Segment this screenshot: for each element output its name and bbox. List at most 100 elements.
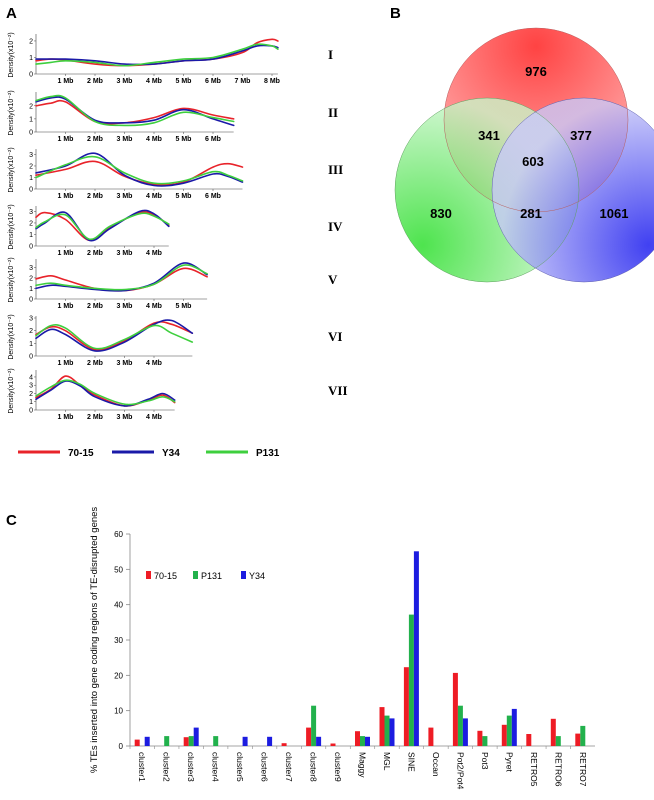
c-legend-swatch [193, 571, 198, 579]
c-legend-label: Y34 [249, 571, 265, 581]
density-line-P131 [35, 379, 176, 406]
c-category-label: RETRO5 [529, 752, 539, 787]
x-tick-label: 2 Mb [87, 414, 103, 421]
bar-cluster3-P131 [188, 736, 194, 746]
bar-Maggy-P131 [360, 736, 365, 746]
venn-set-blue [492, 98, 654, 282]
bar-cluster8-70-15 [306, 727, 312, 746]
c-category-label: Maggy [358, 752, 368, 778]
bar-Pot2/Pot4-70-15 [452, 672, 458, 746]
x-tick-label: 6 Mb [205, 78, 221, 85]
c-category-label: cluster5 [235, 752, 245, 782]
x-tick-label: 1 Mb [58, 303, 74, 310]
y-tick-label: 0 [29, 244, 33, 251]
c-y-tick-label: 30 [114, 636, 123, 645]
density-line-Y34 [35, 319, 194, 352]
bar-cluster1-Y34 [144, 736, 150, 746]
panel-b-venn-diagram: 976 341 377 603 830 281 1061 [394, 27, 654, 283]
density-line-70-15 [35, 99, 235, 125]
density-chart-chr-III: 3 2 1 0 1 Mb 2 Mb 3 Mb 4 Mb 5 Mb 6 Mb Density(x10⁻… [8, 147, 343, 200]
c-legend-swatch [146, 571, 151, 579]
density-line-70-15 [35, 321, 194, 351]
c-category-label: cluster2 [162, 752, 172, 782]
x-tick-label: 4 Mb [146, 136, 162, 143]
density-line-P131 [35, 43, 279, 67]
chromosome-label-I: I [328, 47, 333, 62]
venn-region-red-blue: 377 [570, 128, 592, 143]
density-chart-chr-I: 2 1 0 1 Mb 2 Mb 3 Mb 4 Mb 5 Mb 6 Mb 7 Mb 8 Mb Densi… [8, 32, 333, 85]
x-tick-label: 5 Mb [176, 136, 192, 143]
y-tick-label: 1 [29, 399, 33, 406]
x-tick-label: 1 Mb [58, 193, 74, 200]
chromosome-label-II: II [328, 105, 338, 120]
c-category-label: Pot3 [480, 752, 490, 770]
x-tick-label: 3 Mb [117, 78, 133, 85]
bar-RETRO6-70-15 [550, 718, 556, 746]
panel-label-a: A [6, 5, 17, 22]
x-tick-label: 8 Mb [264, 78, 280, 85]
x-tick-label: 2 Mb [87, 360, 103, 367]
y-tick-label: 2 [29, 391, 33, 398]
y-tick-label: 2 [29, 163, 33, 170]
y-tick-label: 4 [29, 374, 33, 381]
x-tick-label: 4 Mb [146, 303, 162, 310]
c-legend-item-70-15: 70-15 [146, 571, 177, 581]
x-tick-label: 4 Mb [146, 360, 162, 367]
y-tick-label: 3 [29, 265, 33, 272]
x-tick-label: 6 Mb [205, 136, 221, 143]
bar-cluster4-P131 [213, 736, 219, 746]
bar-cluster8-Y34 [316, 736, 322, 746]
density-line-70-15 [35, 267, 208, 292]
y-tick-label: 3 [29, 316, 33, 323]
chromosome-label-III: III [328, 162, 343, 177]
y-axis-label: Density(x10⁻²) [8, 368, 15, 413]
y-axis-label: Density(x10⁻²) [8, 257, 15, 302]
y-tick-label: 3 [29, 152, 33, 159]
x-tick-label: 1 Mb [58, 360, 74, 367]
y-tick-label: 1 [29, 175, 33, 182]
y-tick-label: 1 [29, 55, 33, 62]
c-legend-label: P131 [201, 571, 222, 581]
x-tick-label: 2 Mb [87, 303, 103, 310]
density-line-P131 [35, 212, 170, 241]
legend-item-70-15: 70-15 [18, 448, 94, 459]
c-y-tick-label: 60 [114, 530, 123, 539]
y-tick-label: 2 [29, 275, 33, 282]
bar-Pot3-70-15 [477, 730, 483, 746]
x-tick-label: 1 Mb [58, 136, 74, 143]
x-tick-label: 7 Mb [235, 78, 251, 85]
bar-SINE-P131 [408, 614, 414, 746]
bar-RETRO6-P131 [555, 736, 561, 746]
density-line-Y34 [35, 262, 208, 292]
x-tick-label: 2 Mb [87, 193, 103, 200]
bar-cluster7-70-15 [281, 743, 287, 746]
density-line-70-15 [35, 210, 170, 242]
y-tick-label: 0 [29, 354, 33, 361]
x-tick-label: 3 Mb [117, 193, 133, 200]
density-line-P131 [35, 155, 244, 185]
bar-cluster5-Y34 [242, 736, 248, 746]
y-tick-label: 2 [29, 328, 33, 335]
c-y-axis-label: % TEs inserted into gene coding regions … [89, 507, 100, 774]
bar-Pot3-P131 [482, 736, 488, 746]
y-tick-label: 2 [29, 38, 33, 45]
bar-Pot2/Pot4-Y34 [462, 718, 468, 746]
bar-cluster3-Y34 [193, 727, 199, 746]
bar-cluster6-Y34 [267, 736, 273, 746]
venn-region-green-blue: 281 [520, 206, 542, 221]
c-category-label: cluster7 [284, 752, 294, 782]
panel-label-b: B [390, 5, 401, 22]
venn-region-blue-only: 1061 [600, 206, 629, 221]
bar-Pyret-P131 [506, 715, 512, 746]
y-tick-label: 3 [29, 209, 33, 216]
density-chart-chr-VII: 4 321 0 1 Mb 2 Mb 3 Mb 4 Mb Density(x10⁻²) VII [8, 368, 348, 421]
bar-Pot2/Pot4-P131 [457, 705, 463, 746]
y-tick-label: 1 [29, 232, 33, 239]
c-category-label: cluster4 [211, 752, 221, 782]
c-category-label: Pot2/Pot4 [455, 752, 465, 790]
density-chart-chr-V: 3 2 1 0 1 Mb 2 Mb 3 Mb 4 Mb 5 Mb Density(x10⁻²) V [8, 257, 338, 310]
x-tick-label: 3 Mb [117, 414, 133, 421]
x-tick-label: 1 Mb [58, 250, 74, 257]
density-line-P131 [35, 94, 235, 127]
